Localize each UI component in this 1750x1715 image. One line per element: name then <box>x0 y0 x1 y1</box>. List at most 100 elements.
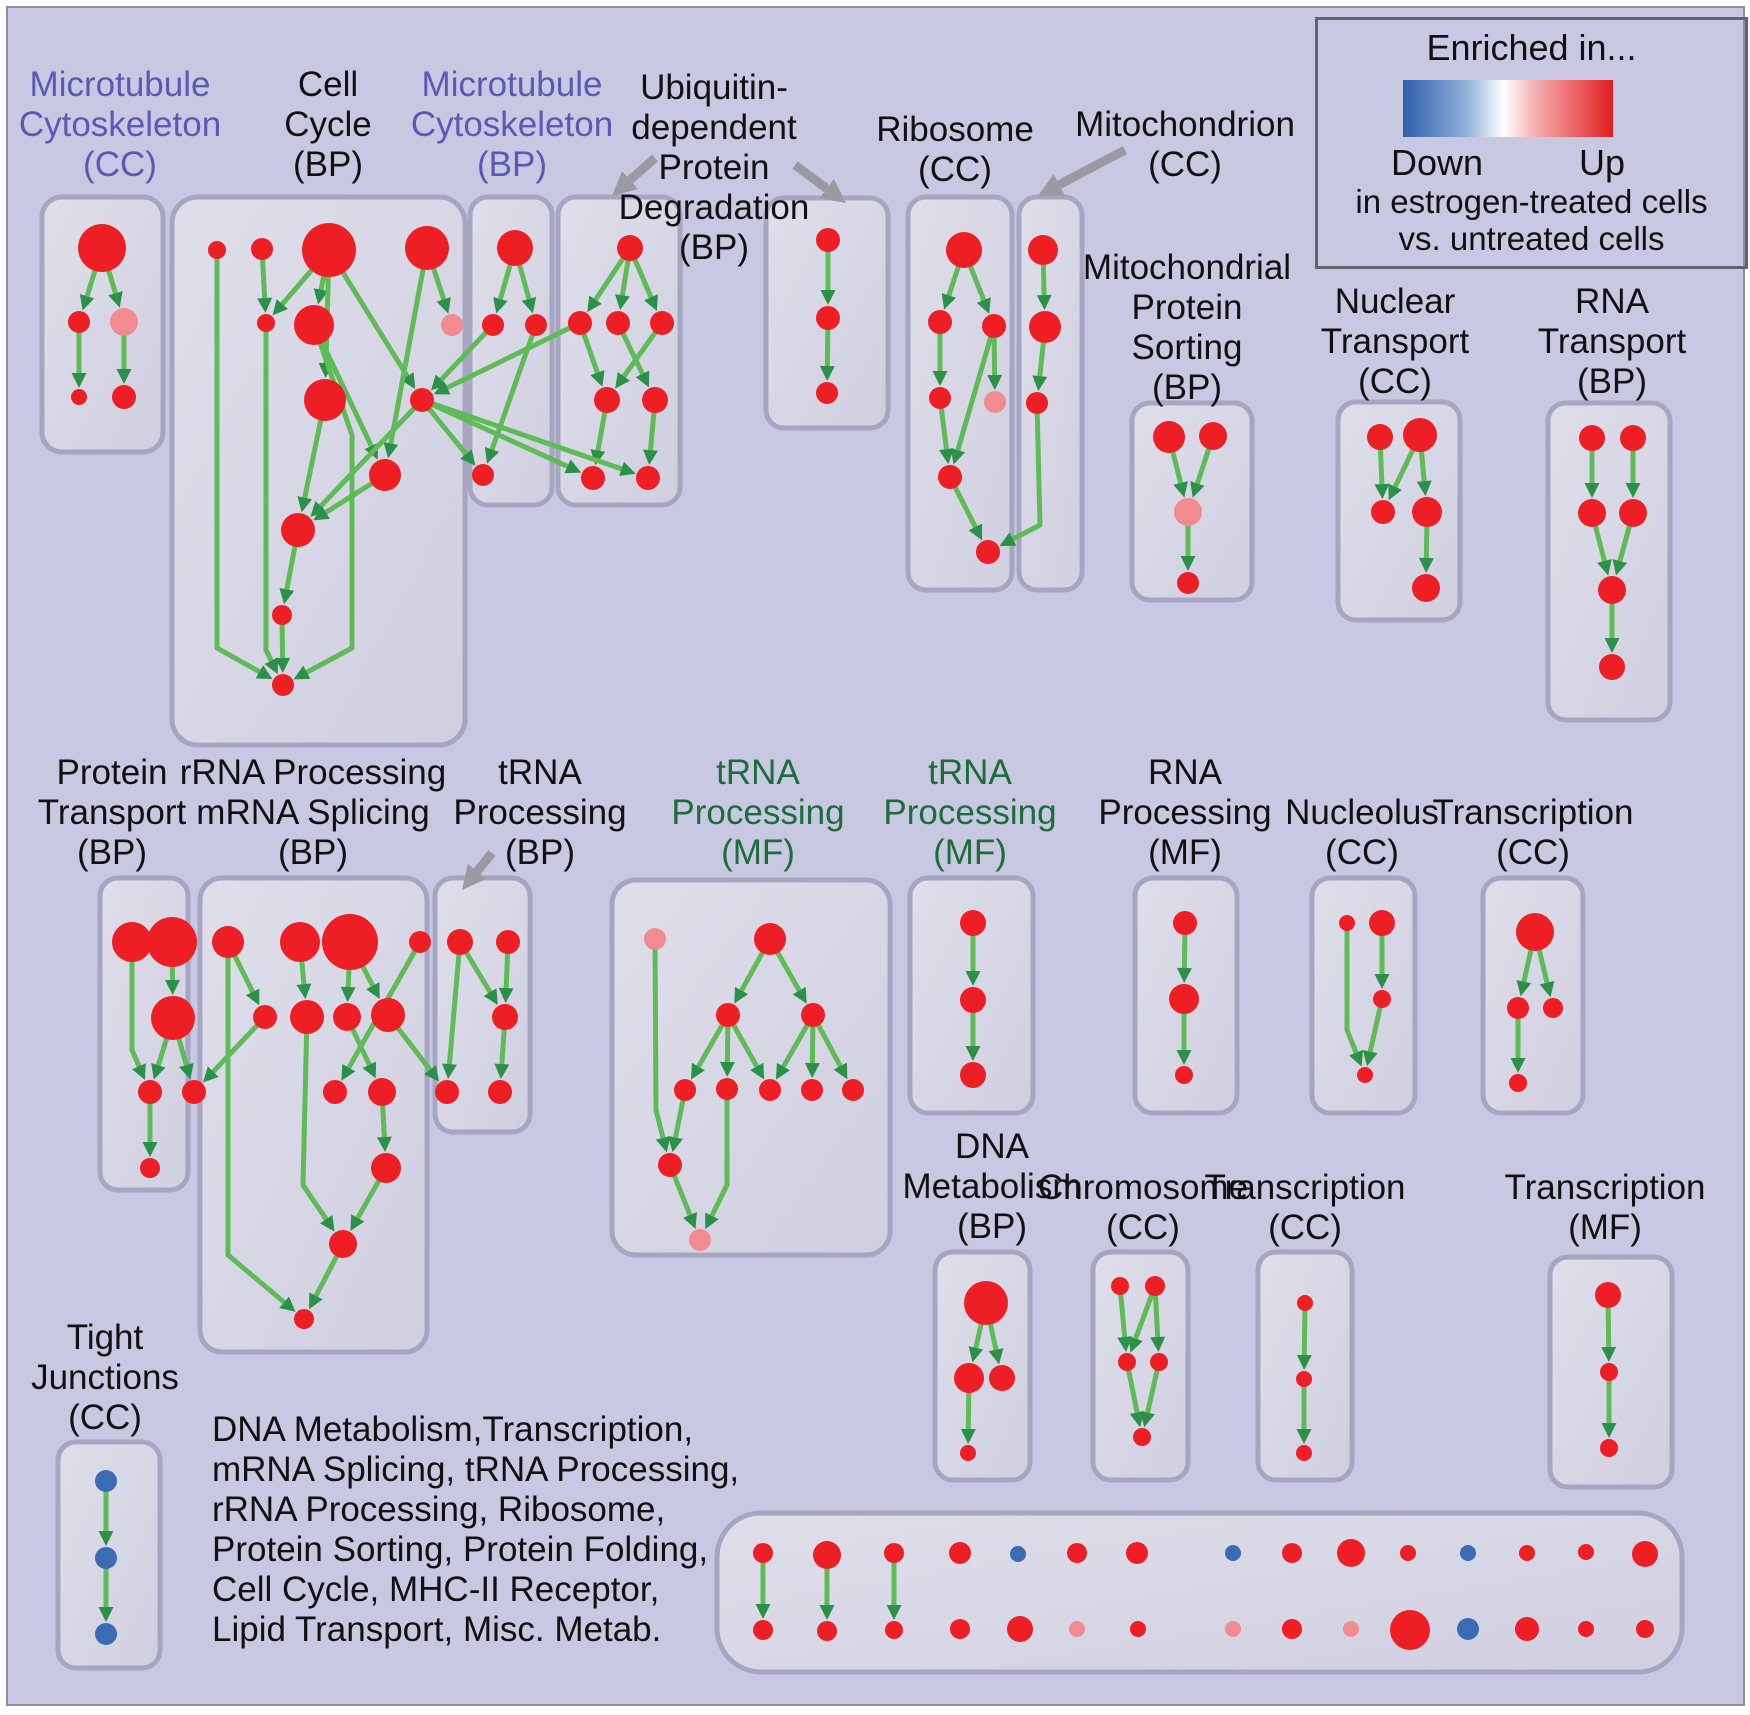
label-nucleolus-cc: Nucleolus (CC) <box>1285 793 1439 872</box>
edge-microtubule-cytoskeleton-cc-arrowhead <box>108 291 123 308</box>
node-cell-cycle-bp-6 <box>441 314 463 336</box>
group-box-chromosome-cc <box>1090 1249 1191 1483</box>
node-mitochondrion-cc-0 <box>1028 235 1058 265</box>
edge-transcription-cc-2 <box>1301 1302 1308 1356</box>
legend-subtitle-1: in estrogen-treated cells <box>1355 183 1708 220</box>
node-rna-processing-mf-1 <box>1169 984 1199 1014</box>
edge-nucleolus-cc-arrowhead <box>1362 1049 1378 1067</box>
edge-transcription-cc-arrowhead <box>1539 980 1555 998</box>
node-merged-misc-categories-25 <box>1515 1617 1539 1641</box>
node-merged-misc-categories-20 <box>1400 1545 1416 1561</box>
legend: Enriched in... Down Up in estrogen-treat… <box>1315 17 1748 269</box>
node-ubiquitin-degradation-bp-1-1 <box>568 311 592 335</box>
node-rrna-processing-mrna-splicing-bp-7 <box>371 998 405 1032</box>
node-microtubule-cytoskeleton-cc-2 <box>110 308 138 336</box>
legend-endpoints: Down Up <box>1391 143 1625 183</box>
edge-dna-metabolism-bp-arrowhead <box>988 1348 1004 1365</box>
node-microtubule-cytoskeleton-bp-2 <box>525 314 547 336</box>
node-dna-metabolism-bp-0 <box>964 1281 1008 1325</box>
edge-nucleolus-cc-arrowhead <box>1349 1049 1364 1067</box>
edge-cell-cycle-bp <box>388 247 430 444</box>
pointer-arrowhead-mitochondrion-pointer <box>1038 174 1065 196</box>
pointer-arrowhead-ubiquitin-to-right-box <box>819 179 846 203</box>
edge-ribosome-cc-arrowhead <box>950 448 966 465</box>
edge-trna-processing-mf-1-arrowhead <box>655 1136 671 1153</box>
edge-cell-cycle-bp-arrowhead <box>436 297 451 314</box>
pointer-arrow-mitochondrion-pointer <box>1057 146 1128 189</box>
group-box-transcription-cc <box>1480 875 1586 1116</box>
edge-cell-cycle-bp-arrowhead <box>255 665 273 680</box>
node-cell-cycle-bp-9 <box>369 459 401 491</box>
edge-trna-processing-mf-1-arrowhead <box>683 1212 697 1229</box>
edge-tight-junctions-cc-arrowhead <box>98 1607 114 1622</box>
edge-chromosome-cc-arrowhead <box>1129 1411 1145 1428</box>
edge-rrna-processing-mrna-splicing-bp-arrowhead <box>309 1292 323 1310</box>
node-trna-processing-mf-1-5 <box>716 1078 738 1100</box>
node-chromosome-cc-4 <box>1133 1428 1151 1446</box>
legend-subtitle-2: vs. untreated cells <box>1398 220 1665 257</box>
node-merged-misc-categories-22 <box>1460 1545 1476 1561</box>
node-transcription-cc-2-1 <box>1296 1371 1312 1387</box>
edge-rrna-processing-mrna-splicing-bp-arrowhead <box>340 986 356 1003</box>
edge-protein-transport-bp <box>129 942 142 1068</box>
edge-cell-cycle-bp-arrowhead <box>257 297 273 314</box>
edge-microtubule-cytoskeleton-bp-arrowhead <box>493 296 508 314</box>
node-rrna-processing-mrna-splicing-bp-5 <box>290 1000 324 1034</box>
label-transcription-mf: Transcription (MF) <box>1504 1168 1706 1247</box>
edge-cell-cycle-bp <box>305 324 355 675</box>
node-cell-cycle-bp-10 <box>281 513 315 547</box>
edge-cell-cycle-bp <box>263 323 274 662</box>
cross-edge-arrowhead <box>424 1065 440 1082</box>
node-trna-processing-mf-2-1 <box>960 987 986 1013</box>
edge-cell-cycle-bp-arrowhead <box>272 299 289 316</box>
node-rna-transport-bp-2 <box>1578 499 1606 527</box>
node-cell-cycle-bp-7 <box>304 379 346 421</box>
node-nucleolus-cc-1 <box>1369 910 1395 936</box>
node-rna-transport-bp-0 <box>1579 425 1605 451</box>
node-protein-transport-bp-3 <box>138 1080 162 1104</box>
node-mitochondrial-protein-sorting-bp-1 <box>1199 422 1227 450</box>
node-merged-misc-categories-0 <box>753 1543 773 1563</box>
edge-rrna-processing-mrna-splicing-bp-arrowhead <box>366 982 380 1000</box>
node-merged-misc-categories-10 <box>1067 1543 1087 1563</box>
node-rrna-processing-mrna-splicing-bp-1 <box>280 922 320 962</box>
node-ubiquitin-degradation-bp-2-1 <box>816 306 840 330</box>
pointer-arrow-ubiquitin-to-left-box <box>627 154 658 184</box>
node-protein-transport-bp-5 <box>140 1158 160 1178</box>
legend-down-label: Down <box>1391 142 1484 183</box>
node-transcription-mf-0 <box>1595 1282 1621 1308</box>
node-merged-misc-categories-6 <box>949 1542 971 1564</box>
edge-ribosome-cc-arrowhead <box>932 371 948 386</box>
edge-ribosome-cc-arrowhead <box>987 374 1003 391</box>
label-trna-processing-mf-2: tRNA Processing (MF) <box>883 753 1057 872</box>
node-nuclear-transport-cc-4 <box>1412 574 1440 602</box>
node-rna-processing-mf-0 <box>1173 911 1197 935</box>
node-rrna-processing-mrna-splicing-bp-2 <box>322 914 378 970</box>
node-rna-transport-bp-5 <box>1599 654 1625 680</box>
node-rrna-processing-mrna-splicing-bp-3 <box>409 931 431 953</box>
node-rna-transport-bp-4 <box>1598 576 1626 604</box>
edge-rna-processing-mf-arrowhead <box>1176 1050 1192 1065</box>
edge-ribosome-cc <box>955 325 997 451</box>
node-ribosome-cc-0 <box>946 232 982 268</box>
edge-ubiquitin-degradation-bp-1-arrowhead <box>590 370 605 387</box>
edge-trna-processing-mf-1-arrowhead <box>668 1136 683 1153</box>
edge-merged-misc-categories-arrowhead <box>755 1604 771 1619</box>
node-merged-misc-categories-3 <box>817 1621 837 1641</box>
edge-rrna-processing-mrna-splicing-bp-arrowhead <box>319 1214 335 1232</box>
edge-trna-processing-mf-1 <box>652 938 666 1139</box>
node-rna-transport-bp-3 <box>1619 499 1647 527</box>
node-trna-processing-mf-1-3 <box>801 1003 825 1027</box>
edge-transcription-cc-2-arrowhead <box>1296 1354 1312 1371</box>
label-microtubule-cytoskeleton-cc: Microtubule Cytoskeleton (CC) <box>18 65 222 184</box>
node-microtubule-cytoskeleton-bp-1 <box>482 314 504 336</box>
node-ubiquitin-degradation-bp-2-0 <box>816 228 840 252</box>
edge-trna-processing-mf-1-arrowhead <box>775 1062 790 1080</box>
edge-protein-transport-bp-arrowhead <box>179 1063 194 1080</box>
node-merged-misc-categories-19 <box>1343 1621 1359 1637</box>
label-transcription-cc-2: Transcription (CC) <box>1204 1168 1406 1247</box>
node-microtubule-cytoskeleton-cc-4 <box>112 385 136 409</box>
edge-trna-processing-bp-arrowhead <box>483 988 498 1005</box>
node-chromosome-cc-0 <box>1111 1277 1129 1295</box>
